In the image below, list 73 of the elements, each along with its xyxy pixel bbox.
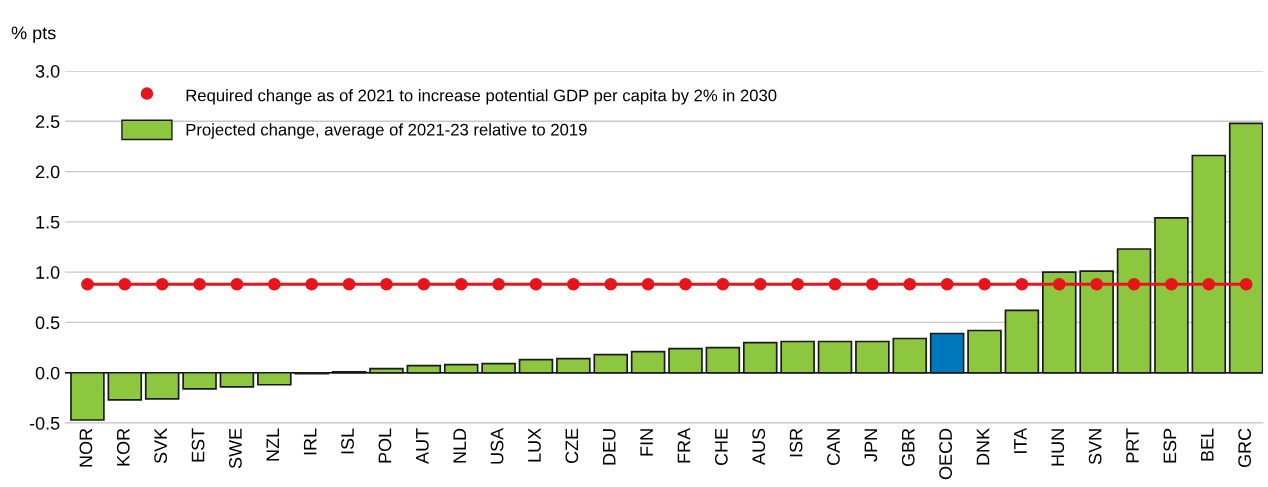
x-tick-label: NOR xyxy=(79,428,93,467)
bar xyxy=(630,350,666,374)
x-tick-label: AUT xyxy=(416,428,429,464)
x-tick-label: KOR xyxy=(116,428,130,466)
y-tick-label: 2.0 xyxy=(35,165,60,179)
x-tick-label: BEL xyxy=(1201,428,1214,461)
x-tick-label: FIN xyxy=(640,429,653,456)
y-tick-label: 0.5 xyxy=(35,316,60,330)
bar xyxy=(443,363,479,374)
legend-label: Projected change, average of 2021-23 relative to 2019 xyxy=(186,123,587,139)
x-tick-label: CAN xyxy=(827,429,840,466)
bar xyxy=(107,371,143,401)
bar xyxy=(742,341,778,374)
bar xyxy=(1004,309,1040,374)
y-tick-label: 1.0 xyxy=(36,266,60,279)
x-tick-label: NZL xyxy=(266,428,279,461)
bar xyxy=(1079,270,1114,374)
legend-label: Required change as of 2021 to increase potential GDP per capita by 2% in 2030 xyxy=(186,89,777,105)
x-tick-label: GRC xyxy=(1238,428,1252,468)
bar xyxy=(967,329,1002,374)
bar xyxy=(257,371,292,386)
x-tick-label: OECD xyxy=(939,428,952,480)
y-axis-title: % pts xyxy=(11,26,56,43)
x-tick-label: CZE xyxy=(565,428,579,464)
bar xyxy=(929,332,965,374)
x-tick-label: ESP xyxy=(1163,428,1177,463)
x-tick-label: FRA xyxy=(677,427,691,463)
y-tick-label: 3.0 xyxy=(35,64,60,78)
bar xyxy=(144,371,180,400)
bar xyxy=(182,371,217,390)
x-tick-label: IRL xyxy=(303,428,317,455)
bar xyxy=(70,371,105,421)
bar xyxy=(556,357,591,374)
bar xyxy=(518,358,554,374)
x-tick-label: EST xyxy=(191,428,205,462)
x-tick-label: CHE xyxy=(714,428,728,466)
x-tick-label: LUX xyxy=(528,428,541,462)
x-tick-label: ITA xyxy=(1014,427,1027,453)
y-tick-label: -0.5 xyxy=(29,416,60,430)
bar xyxy=(780,340,815,374)
bar xyxy=(1191,154,1227,374)
x-tick-label: DNK xyxy=(976,428,990,465)
x-tick-label: AUS xyxy=(752,428,766,465)
bar xyxy=(219,371,255,388)
bar xyxy=(892,337,928,374)
bar xyxy=(593,353,629,374)
x-tick-label: POL xyxy=(378,428,392,463)
x-tick-label: DEU xyxy=(602,429,616,465)
x-tick-label: SWE xyxy=(229,428,242,469)
bar xyxy=(855,340,890,374)
x-tick-label: SVK xyxy=(154,428,168,464)
bar xyxy=(481,362,516,374)
bar xyxy=(1042,271,1077,374)
y-tick-label: 2.5 xyxy=(35,115,60,129)
x-tick-label: JPN xyxy=(864,429,878,462)
x-tick-label: USA xyxy=(490,427,504,464)
bar xyxy=(1116,248,1152,374)
x-tick-label: GBR xyxy=(901,428,915,467)
bar xyxy=(668,347,703,374)
x-tick-label: PRT xyxy=(1126,428,1139,463)
bar xyxy=(817,340,853,374)
x-tick-label: ISR xyxy=(789,428,803,457)
bar xyxy=(369,367,404,374)
x-tick-label: NLD xyxy=(453,428,466,463)
bar xyxy=(1154,216,1189,374)
bar xyxy=(1228,122,1263,374)
y-tick-label: 0.0 xyxy=(35,366,60,380)
x-tick-label: HUN xyxy=(1051,429,1065,466)
x-tick-label: ISL xyxy=(341,428,354,454)
bar xyxy=(705,346,741,374)
y-tick-label: 1.5 xyxy=(36,215,60,229)
x-tick-label: SVN xyxy=(1088,429,1102,465)
bar xyxy=(406,364,442,374)
